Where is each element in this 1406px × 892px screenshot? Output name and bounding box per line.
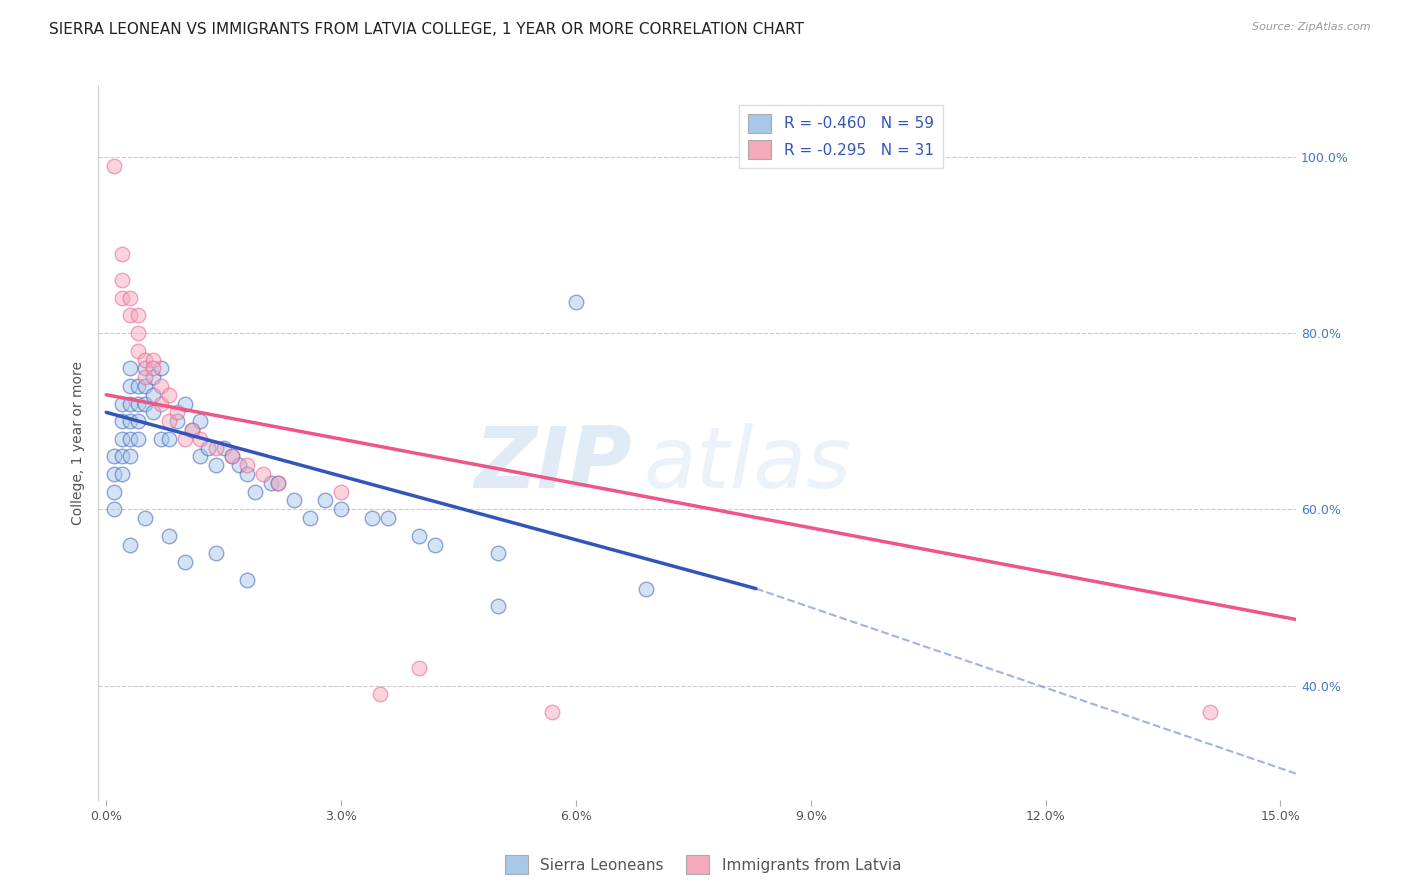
Point	[118, 537, 141, 551]
Point	[173, 555, 195, 569]
Point	[228, 458, 250, 473]
Point	[127, 396, 149, 410]
Point	[118, 414, 141, 428]
Point	[252, 467, 274, 481]
Point	[150, 432, 173, 446]
Point	[408, 529, 430, 543]
Point	[118, 396, 141, 410]
Point	[103, 484, 125, 499]
Point	[134, 511, 156, 525]
Point	[111, 414, 134, 428]
Point	[486, 546, 509, 560]
Point	[221, 450, 243, 464]
Point	[267, 475, 290, 490]
Point	[181, 423, 204, 437]
Text: Source: ZipAtlas.com: Source: ZipAtlas.com	[1253, 22, 1371, 32]
Point	[243, 484, 266, 499]
Point	[142, 388, 165, 402]
Y-axis label: College, 1 year or more: College, 1 year or more	[72, 361, 86, 525]
Point	[142, 361, 165, 376]
Legend: R = -0.460   N = 59, R = -0.295   N = 31: R = -0.460 N = 59, R = -0.295 N = 31	[740, 104, 942, 168]
Point	[103, 159, 125, 173]
Point	[157, 388, 180, 402]
Point	[236, 573, 259, 587]
Point	[259, 475, 281, 490]
Point	[111, 273, 134, 287]
Point	[636, 582, 658, 596]
Point	[150, 379, 173, 393]
Point	[330, 484, 353, 499]
Point	[486, 599, 509, 614]
Text: SIERRA LEONEAN VS IMMIGRANTS FROM LATVIA COLLEGE, 1 YEAR OR MORE CORRELATION CHA: SIERRA LEONEAN VS IMMIGRANTS FROM LATVIA…	[49, 22, 804, 37]
Point	[188, 414, 211, 428]
Point	[236, 467, 259, 481]
Point	[111, 246, 134, 260]
Point	[118, 291, 141, 305]
Point	[283, 493, 305, 508]
Point	[197, 441, 219, 455]
Point	[142, 370, 165, 384]
Point	[127, 326, 149, 340]
Point	[221, 450, 243, 464]
Point	[103, 450, 125, 464]
Point	[423, 537, 446, 551]
Point	[368, 687, 391, 701]
Point	[134, 379, 156, 393]
Point	[142, 352, 165, 367]
Point	[267, 475, 290, 490]
Point	[134, 396, 156, 410]
Point	[212, 441, 235, 455]
Point	[377, 511, 399, 525]
Point	[127, 343, 149, 358]
Point	[118, 432, 141, 446]
Point	[157, 414, 180, 428]
Point	[127, 414, 149, 428]
Point	[173, 432, 195, 446]
Point	[205, 458, 228, 473]
Point	[134, 352, 156, 367]
Point	[142, 405, 165, 419]
Point	[205, 546, 228, 560]
Point	[150, 361, 173, 376]
Point	[330, 502, 353, 516]
Text: ZIP: ZIP	[474, 423, 631, 506]
Point	[111, 396, 134, 410]
Point	[111, 467, 134, 481]
Point	[188, 450, 211, 464]
Point	[188, 432, 211, 446]
Point	[111, 432, 134, 446]
Point	[118, 450, 141, 464]
Point	[111, 450, 134, 464]
Point	[103, 502, 125, 516]
Point	[166, 405, 188, 419]
Point	[150, 396, 173, 410]
Point	[103, 467, 125, 481]
Point	[111, 291, 134, 305]
Point	[127, 309, 149, 323]
Point	[236, 458, 259, 473]
Point	[314, 493, 336, 508]
Point	[541, 705, 564, 719]
Text: atlas: atlas	[644, 423, 852, 506]
Point	[127, 379, 149, 393]
Legend: Sierra Leoneans, Immigrants from Latvia: Sierra Leoneans, Immigrants from Latvia	[499, 849, 907, 880]
Point	[205, 441, 228, 455]
Point	[118, 379, 141, 393]
Point	[298, 511, 321, 525]
Point	[134, 361, 156, 376]
Point	[361, 511, 384, 525]
Point	[118, 361, 141, 376]
Point	[127, 432, 149, 446]
Point	[173, 396, 195, 410]
Point	[181, 423, 204, 437]
Point	[1199, 705, 1222, 719]
Point	[408, 661, 430, 675]
Point	[166, 414, 188, 428]
Point	[157, 432, 180, 446]
Point	[157, 529, 180, 543]
Point	[134, 370, 156, 384]
Point	[565, 295, 588, 310]
Point	[118, 309, 141, 323]
